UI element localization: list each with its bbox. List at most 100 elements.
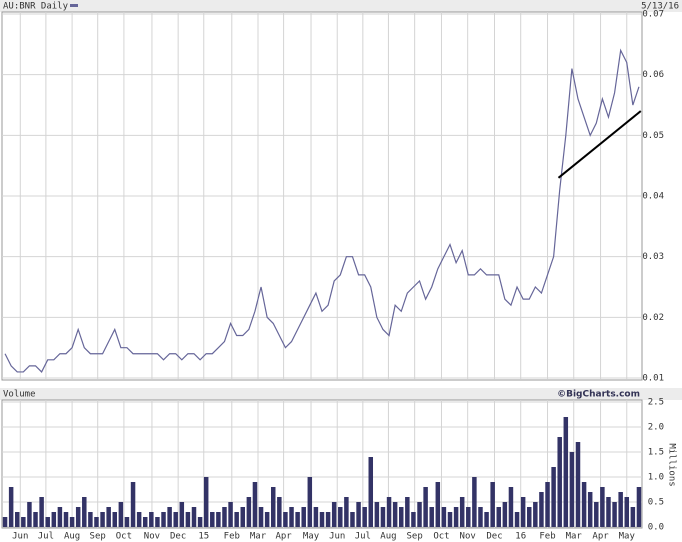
volume-bar bbox=[185, 512, 191, 527]
volume-bar bbox=[526, 507, 532, 527]
volume-bar bbox=[106, 507, 111, 527]
volume-bar bbox=[411, 512, 416, 527]
volume-bar bbox=[392, 502, 398, 527]
volume-bar bbox=[581, 482, 587, 527]
y-tick-label: 0.05 bbox=[642, 131, 664, 141]
volume-bar bbox=[173, 512, 178, 527]
volume-bar bbox=[490, 482, 495, 527]
x-tick-label: 16 bbox=[515, 532, 526, 542]
credit: ©BigCharts.com bbox=[557, 390, 640, 400]
volume-bar bbox=[447, 512, 453, 527]
volume-bar bbox=[331, 502, 337, 527]
volume-bar bbox=[380, 507, 386, 527]
legend-swatch bbox=[70, 4, 78, 7]
volume-bar bbox=[155, 517, 160, 527]
x-tick-label: Mar bbox=[250, 532, 267, 542]
y-tick-label: 2.0 bbox=[648, 423, 664, 433]
volume-bar bbox=[216, 512, 221, 527]
x-tick-label: Oct bbox=[433, 532, 449, 542]
x-tick-label: Feb bbox=[539, 532, 555, 542]
volume-bar bbox=[8, 487, 14, 527]
x-tick-label: Apr bbox=[592, 532, 609, 542]
volume-bar bbox=[618, 492, 623, 527]
volume-bar bbox=[258, 507, 264, 527]
y-tick-label: 0.07 bbox=[642, 10, 664, 20]
volume-bar bbox=[630, 507, 636, 527]
volume-bar bbox=[228, 502, 233, 527]
x-tick-label: Nov bbox=[460, 532, 476, 542]
volume-bar bbox=[508, 487, 514, 527]
volume-bar bbox=[319, 512, 325, 527]
header-band bbox=[0, 0, 682, 12]
volume-bar bbox=[606, 497, 611, 527]
volume-bar bbox=[563, 417, 569, 527]
volume-bar bbox=[417, 502, 422, 527]
x-tick-label: Feb bbox=[224, 532, 240, 542]
volume-bar bbox=[2, 517, 8, 527]
volume-bar bbox=[246, 497, 252, 527]
volume-bar bbox=[313, 507, 319, 527]
volume-bar bbox=[569, 452, 575, 527]
volume-bar bbox=[234, 512, 239, 527]
volume-bar bbox=[69, 517, 75, 527]
volume-bar bbox=[191, 507, 197, 527]
volume-bar bbox=[398, 507, 404, 527]
volume-bar bbox=[539, 492, 544, 527]
date-label: 5/13/16 bbox=[641, 2, 679, 12]
volume-bar bbox=[520, 497, 526, 527]
x-tick-label: May bbox=[303, 532, 320, 542]
volume-bar bbox=[75, 507, 81, 527]
volume-bar bbox=[57, 507, 63, 527]
volume-bar bbox=[63, 512, 69, 527]
x-tick-label: Dec bbox=[170, 532, 186, 542]
x-tick-label: Dec bbox=[486, 532, 502, 542]
volume-bar bbox=[240, 507, 246, 527]
volume-bar bbox=[14, 512, 20, 527]
volume-bar bbox=[252, 482, 258, 527]
volume-bar bbox=[142, 517, 148, 527]
y-tick-label: 0.0 bbox=[648, 523, 664, 533]
volume-bar bbox=[478, 507, 483, 527]
volume-bar bbox=[496, 507, 502, 527]
x-tick-label: Jul bbox=[355, 532, 371, 542]
y-tick-label: 0.5 bbox=[648, 498, 664, 508]
y-tick-label: 0.02 bbox=[642, 313, 664, 323]
x-tick-label: Jun bbox=[12, 532, 28, 542]
volume-bar bbox=[136, 512, 142, 527]
volume-bar bbox=[130, 482, 136, 527]
volume-bar bbox=[435, 482, 441, 527]
volume-bar bbox=[197, 517, 203, 527]
volume-bar bbox=[39, 497, 44, 527]
volume-frame bbox=[1, 399, 643, 529]
volume-bar bbox=[557, 437, 562, 527]
volume-bar bbox=[386, 497, 392, 527]
volume-bar bbox=[264, 512, 270, 527]
volume-bar bbox=[210, 512, 215, 527]
volume-bar bbox=[441, 507, 447, 527]
y-tick-label: 0.04 bbox=[642, 192, 664, 202]
x-tick-label: Jul bbox=[38, 532, 54, 542]
x-tick-label: Sep bbox=[407, 532, 423, 542]
volume-bar bbox=[429, 507, 434, 527]
x-tick-label: Aug bbox=[64, 532, 80, 542]
x-tick-label: Aug bbox=[380, 532, 396, 542]
volume-bar bbox=[283, 512, 288, 527]
volume-bar bbox=[82, 497, 87, 527]
volume-bar bbox=[484, 512, 489, 527]
volume-bar bbox=[405, 497, 410, 527]
y-tick-label: 0.01 bbox=[642, 374, 664, 384]
chart-title: AU:BNR Daily bbox=[3, 2, 69, 12]
volume-bar bbox=[368, 457, 374, 527]
volume-bar bbox=[533, 502, 538, 527]
volume-bar bbox=[27, 502, 32, 527]
volume-bar bbox=[502, 502, 508, 527]
volume-bar bbox=[161, 512, 166, 527]
volume-bar bbox=[466, 507, 471, 527]
volume-bar bbox=[587, 492, 593, 527]
volume-bar bbox=[33, 512, 38, 527]
volume-bar bbox=[100, 512, 105, 527]
x-tick-label: Oct bbox=[116, 532, 132, 542]
x-tick-label: Mar bbox=[566, 532, 583, 542]
volume-bar bbox=[179, 502, 185, 527]
volume-bar bbox=[295, 512, 300, 527]
